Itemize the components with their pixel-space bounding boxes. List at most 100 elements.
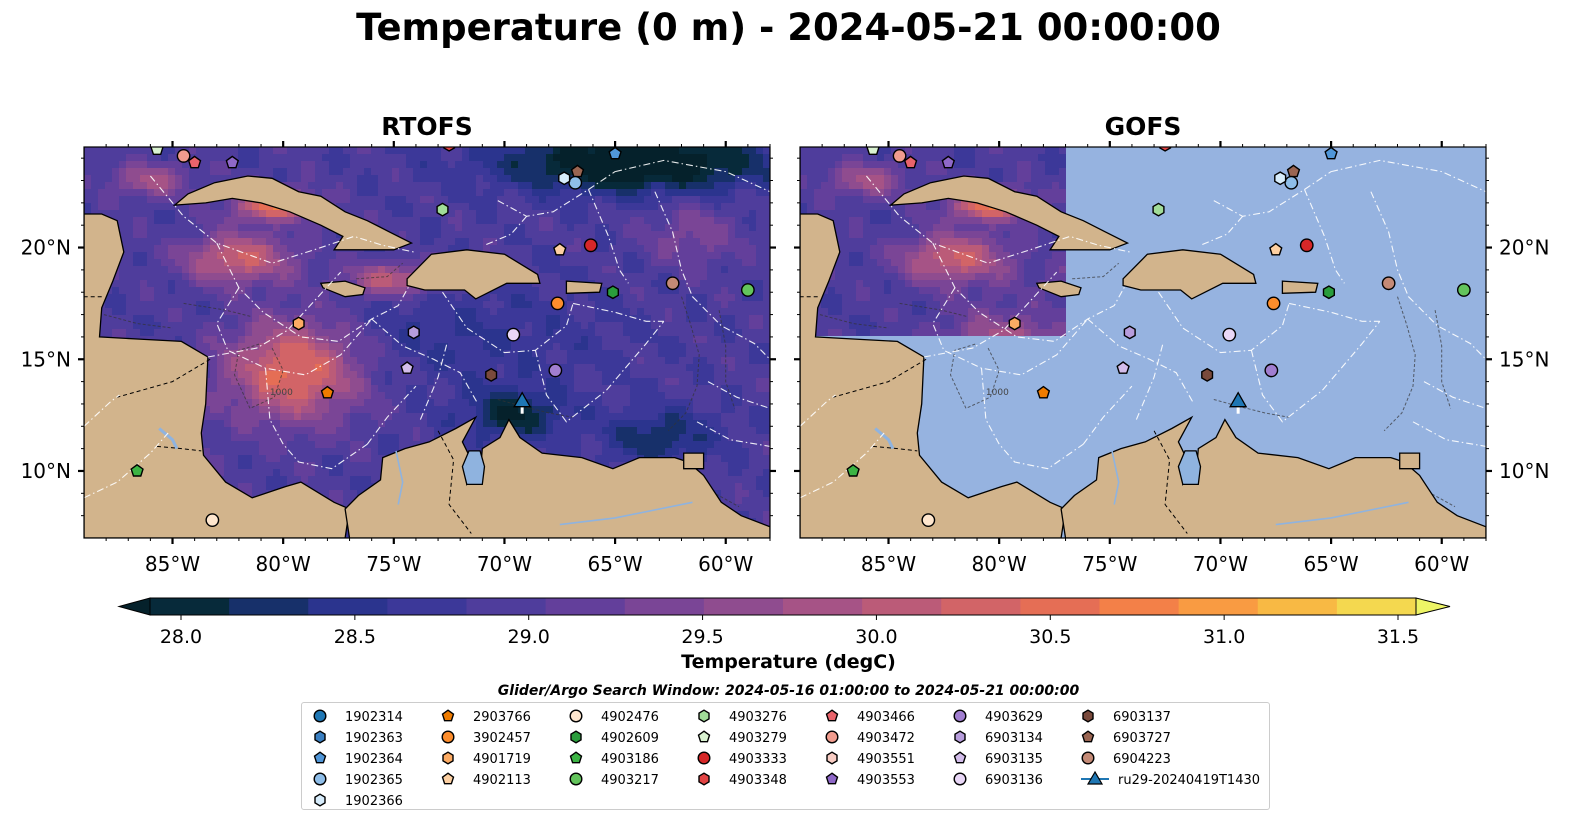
colorbar-tick-label: 30.5	[1029, 626, 1071, 646]
legend-marker	[1081, 730, 1095, 743]
legend-label: 4903472	[857, 731, 915, 746]
legend-marker	[697, 730, 711, 743]
legend-label: 3902457	[473, 731, 531, 746]
float-4902476	[205, 513, 220, 528]
lat-tick-label: 20°N	[1499, 236, 1549, 260]
float-1902364	[1324, 147, 1338, 160]
legend-marker	[570, 730, 582, 744]
colorbar-segment	[229, 598, 309, 615]
lon-tick-label: 85°W	[145, 552, 200, 576]
legend-marker	[569, 709, 583, 723]
float-4903186	[130, 463, 144, 477]
float-6903137	[1201, 367, 1214, 382]
float-markers-rtofs	[130, 147, 755, 528]
colorbar-segment	[703, 598, 784, 615]
search-window-text: Glider/Argo Search Window: 2024-05-16 01…	[497, 683, 1080, 699]
lat-tick-label: 20°N	[21, 236, 71, 260]
legend-label: 6903135	[985, 752, 1043, 767]
legend-marker	[697, 751, 711, 765]
lat-tick-label: 15°N	[1499, 347, 1549, 371]
colorbar-tick-label: 28.0	[160, 626, 202, 646]
legend-marker	[313, 709, 327, 723]
legend-marker	[569, 772, 583, 786]
colorbar-segment	[941, 598, 1021, 615]
float-4903276	[436, 202, 449, 217]
colorbar-tick-label: 31.0	[1203, 626, 1245, 646]
colorbar-tick-label: 29.0	[508, 626, 550, 646]
legend-label: 4903333	[729, 752, 787, 767]
legend-label: 4903553	[857, 773, 915, 788]
legend-label: 4903279	[729, 731, 787, 746]
legend-label: 4901719	[473, 752, 531, 767]
float-6903134	[1123, 325, 1136, 340]
colorbar-segment	[1099, 598, 1180, 615]
eez-lines-rtofs	[84, 159, 770, 499]
lon-tick-label: 60°W	[698, 552, 753, 576]
border-colombia-venezuela	[437, 430, 472, 534]
land-puertorico	[565, 280, 603, 294]
legend-label: ru29-20240419T1430	[1118, 773, 1260, 788]
float-4902609	[1322, 285, 1335, 300]
figure-title: Temperature (0 m) - 2024-05-21 00:00:00	[356, 6, 1221, 49]
land-gofs	[800, 147, 1486, 538]
river-magdalena	[1111, 450, 1120, 505]
colorbar-tick-label: 29.5	[681, 626, 723, 646]
land-puertorico	[1281, 280, 1319, 294]
legend-label: 6904223	[1113, 752, 1171, 767]
float-6903137	[485, 367, 498, 382]
float-4903472	[892, 149, 907, 163]
legend-label: 1902314	[345, 710, 403, 725]
legend-label: 4903186	[601, 752, 659, 767]
legend-label: 1902364	[345, 752, 403, 767]
float-6903136	[506, 327, 521, 342]
colorbar-segment	[387, 598, 467, 615]
float-1902365	[568, 175, 583, 190]
lat-tick-label: 15°N	[21, 347, 71, 371]
land-trinidad	[1399, 452, 1421, 470]
lon-tick-label: 85°W	[861, 552, 916, 576]
legend-marker	[825, 772, 839, 785]
colorbar: 28.0 28.5 29.0 29.5 30.0 30.5 31.0 31.5	[117, 597, 1451, 646]
float-4903348	[443, 147, 456, 152]
legend-label: 6903727	[1113, 731, 1171, 746]
border-nicaragua-costarica	[156, 445, 202, 452]
legend-label: 4903348	[729, 773, 787, 788]
legend-label: 4902476	[601, 710, 659, 725]
legend-label: 4902609	[601, 731, 659, 746]
legend-label: 4902113	[473, 773, 531, 788]
isobath-label: 1000	[986, 388, 1009, 398]
legend-marker	[698, 709, 710, 723]
border-nicaragua-costarica	[872, 445, 918, 452]
float-4903472	[176, 149, 191, 163]
legend: 1902314 1902363 1902364 1902365 1902366 29037…	[301, 702, 1270, 810]
colorbar-segment	[1257, 598, 1338, 615]
lake-nicaragua	[874, 427, 895, 450]
float-markers-gofs	[846, 147, 1471, 528]
float-6903135	[1116, 361, 1130, 374]
legend-label: 4903276	[729, 710, 787, 725]
float-1902366	[1274, 171, 1287, 186]
float-4903466	[903, 155, 918, 169]
border-colombia-venezuela	[1153, 430, 1188, 534]
legend-marker	[826, 751, 838, 765]
legend-marker	[954, 730, 966, 744]
float-4903279	[150, 147, 164, 156]
float-6903134	[407, 325, 420, 340]
land-lakemaracaibo	[1177, 450, 1202, 486]
legend-marker	[441, 709, 455, 722]
lat-tick-label: 10°N	[21, 459, 71, 483]
lon-tick-label: 65°W	[587, 552, 642, 576]
lake-nicaragua	[158, 427, 179, 450]
float-4903333	[583, 238, 598, 253]
colorbar-segment	[1336, 598, 1417, 615]
isobaths-rtofs	[103, 262, 740, 508]
map-frame-rtofs	[83, 146, 771, 539]
colorbar-segment	[466, 598, 547, 615]
colorbar-frame	[149, 597, 1417, 616]
colorbar-segment	[862, 598, 942, 615]
float-4902113	[1269, 242, 1283, 256]
legend-marker	[314, 793, 326, 807]
colorbar-segment	[308, 598, 388, 615]
isobath-label: 1000	[270, 388, 293, 398]
eez-lines-gofs	[800, 159, 1486, 499]
